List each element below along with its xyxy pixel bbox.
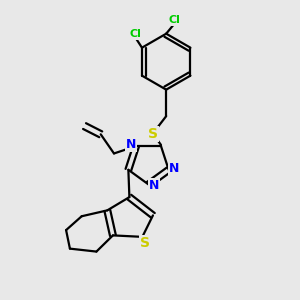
Text: N: N xyxy=(169,162,179,175)
Text: Cl: Cl xyxy=(130,29,141,39)
Text: S: S xyxy=(140,236,150,250)
Text: N: N xyxy=(126,138,136,152)
Text: N: N xyxy=(148,179,159,192)
Text: Cl: Cl xyxy=(169,15,180,25)
Text: S: S xyxy=(148,127,158,141)
